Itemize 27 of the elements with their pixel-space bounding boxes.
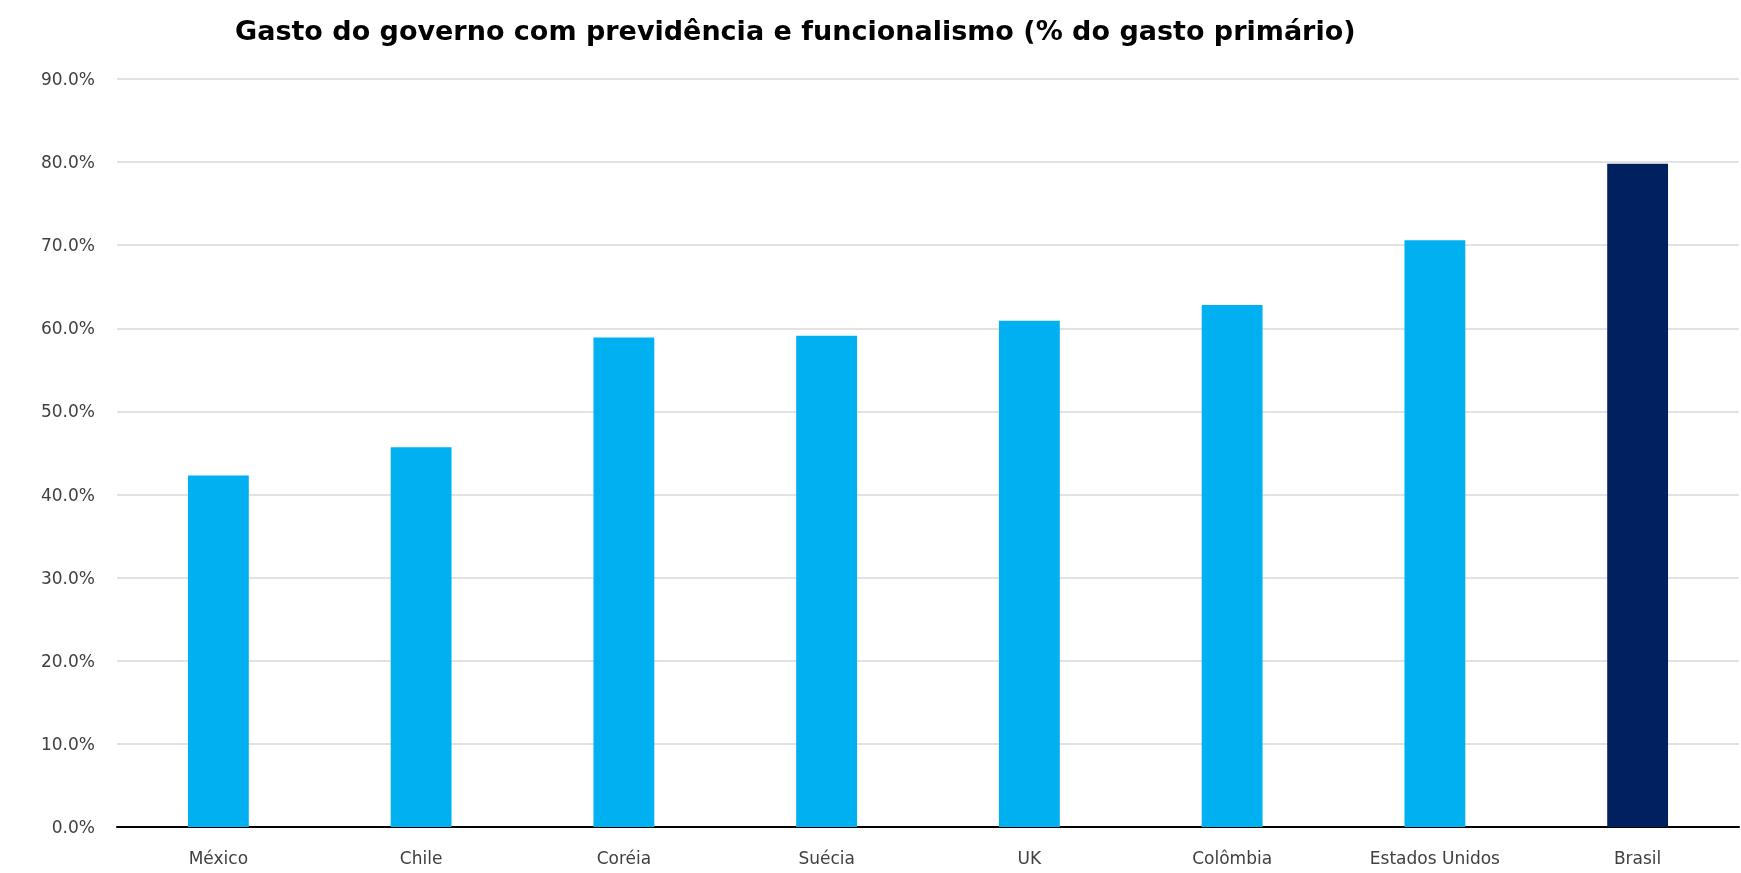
y-tick-label: 60.0% bbox=[40, 318, 95, 339]
y-tick-label: 70.0% bbox=[40, 235, 95, 256]
x-tick-label: Brasil bbox=[1613, 847, 1662, 868]
x-tick-label: Chile bbox=[399, 847, 443, 868]
bar bbox=[593, 337, 655, 827]
y-tick-label: 20.0% bbox=[40, 650, 95, 671]
x-tick-label: Colômbia bbox=[1192, 847, 1273, 868]
chart-title: Gasto do governo com previdência e funcionalismo (% do gasto primário) bbox=[235, 15, 1356, 46]
y-tick-label: 80.0% bbox=[40, 152, 95, 173]
y-tick-label: 30.0% bbox=[40, 567, 95, 588]
y-tick-label: 90.0% bbox=[40, 69, 95, 89]
x-tick-label: México bbox=[188, 847, 249, 868]
x-tick-label: UK bbox=[1017, 847, 1043, 868]
x-tick-label: Coréia bbox=[596, 847, 652, 868]
y-tick-label: 50.0% bbox=[40, 401, 95, 422]
bar bbox=[796, 335, 858, 827]
bar bbox=[1607, 163, 1669, 827]
y-tick-label: 0.0% bbox=[51, 817, 95, 837]
y-tick-label: 10.0% bbox=[40, 733, 95, 754]
x-tick-label: Estados Unidos bbox=[1369, 847, 1501, 868]
bar bbox=[390, 447, 452, 827]
bar bbox=[1404, 240, 1466, 827]
x-tick-label: Suécia bbox=[798, 847, 855, 868]
bar bbox=[187, 475, 249, 827]
y-tick-label: 40.0% bbox=[40, 484, 95, 505]
bar bbox=[998, 320, 1060, 827]
bar bbox=[1201, 305, 1263, 827]
